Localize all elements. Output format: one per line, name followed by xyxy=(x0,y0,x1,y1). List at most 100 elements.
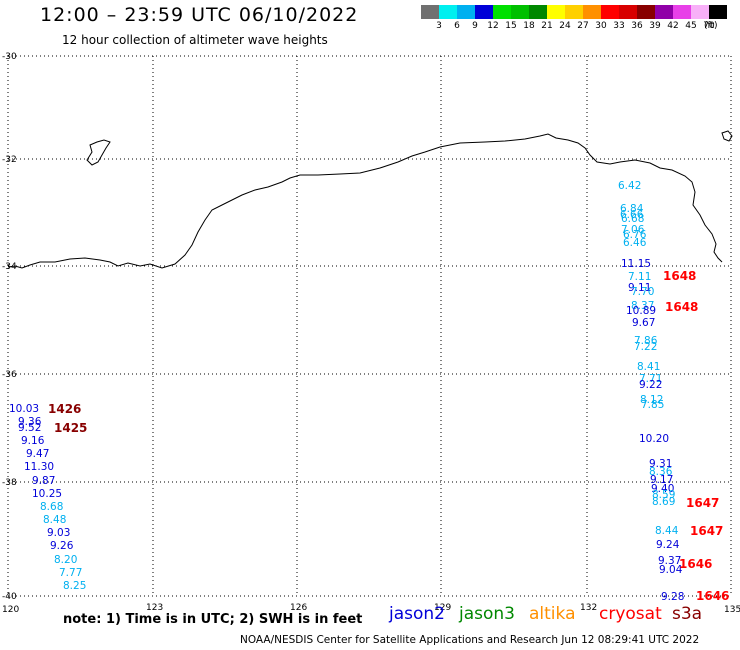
color-swatch xyxy=(475,5,493,19)
wave-height-value: 9.26 xyxy=(50,540,74,552)
color-swatch xyxy=(655,5,673,19)
color-swatch xyxy=(511,5,529,19)
wave-height-value: 7.06 xyxy=(621,224,645,236)
color-scale-label: 24 xyxy=(559,21,571,31)
satellite-legend-jason2: jason2 xyxy=(389,604,445,624)
color-scale-label: 15 xyxy=(505,21,517,31)
color-scale-label: 21 xyxy=(541,21,553,31)
axis-tick-labels: -30 -32 -34 -36 -38 -40 120 123 126 129 132 135 xyxy=(2,52,740,615)
wave-height-value: 10.89 xyxy=(626,305,656,317)
wave-height-value: 9.28 xyxy=(661,591,684,603)
pass-time-label: 1646 xyxy=(696,589,729,603)
color-swatch xyxy=(547,5,565,19)
wave-height-value: 10.25 xyxy=(32,488,62,500)
color-scale-label: 9 xyxy=(472,21,478,31)
color-scale-label: 33 xyxy=(613,21,625,31)
longitude-label: 123 xyxy=(146,603,163,613)
wave-height-value: 8.25 xyxy=(63,580,86,592)
color-scale-label: 3 xyxy=(436,21,442,31)
latitude-label: -32 xyxy=(2,155,17,165)
latitude-label: -40 xyxy=(2,592,17,602)
wave-height-value: 9.31 xyxy=(649,458,672,470)
wave-height-value: 9.52 xyxy=(18,422,41,434)
wave-height-value: 6.68 xyxy=(621,213,644,225)
wave-height-value: 9.17 xyxy=(650,474,673,486)
longitude-label: 135 xyxy=(724,605,740,615)
pass-time-label: 1648 xyxy=(665,300,698,314)
units-note: note: 1) Time is in UTC; 2) SWH is in fe… xyxy=(63,612,363,627)
wave-height-value: 9.16 xyxy=(21,435,45,447)
color-swatch xyxy=(691,5,709,19)
satellite-legend-jason3: jason3 xyxy=(459,604,515,624)
longitude-label: 126 xyxy=(290,603,307,613)
map-title: 12:00 – 23:59 UTC 06/10/2022 xyxy=(40,4,359,26)
pass-time-labels: 1426 1425 1648 1648 1647 1647 1646 1646 xyxy=(48,269,729,603)
pass-time-label: 1646 xyxy=(679,557,712,571)
wave-height-value: 8.12 xyxy=(640,394,663,406)
pass-time-label: 1647 xyxy=(690,524,723,538)
wave-height-value: 9.22 xyxy=(639,379,662,391)
wave-height-value: 9.11 xyxy=(628,282,651,294)
color-swatch xyxy=(709,5,727,19)
wave-height-value: 8.37 xyxy=(631,300,654,312)
map-subtitle: 12 hour collection of altimeter wave hei… xyxy=(62,33,328,47)
color-swatch xyxy=(439,5,457,19)
wave-height-value: 7.11 xyxy=(628,271,651,283)
latitude-label: -36 xyxy=(2,370,17,380)
wave-height-value: 10.20 xyxy=(639,433,669,445)
color-swatch xyxy=(583,5,601,19)
wave-height-value: 6.66 xyxy=(620,209,644,221)
satellite-legend-cryosat: cryosat xyxy=(599,604,662,624)
wave-height-value: 7.86 xyxy=(634,335,658,347)
wave-height-value: 6.46 xyxy=(623,237,647,249)
satellite-legend-altika: altika xyxy=(529,604,576,624)
color-swatch xyxy=(529,5,547,19)
latitude-label: -38 xyxy=(2,478,17,488)
footer-credit: NOAA/NESDIS Center for Satellite Applica… xyxy=(240,634,700,646)
wave-height-value: 9.03 xyxy=(47,527,70,539)
wave-height-value: 8.59 xyxy=(652,489,675,501)
color-scale-label: 30 xyxy=(595,21,607,31)
longitude-label: 129 xyxy=(434,603,451,613)
latitude-label: -34 xyxy=(2,262,17,272)
pass-time-label: 1426 xyxy=(48,402,81,416)
longitude-label: 120 xyxy=(2,605,19,615)
wave-height-value: 7.85 xyxy=(641,399,664,411)
color-scale-label: 45 xyxy=(685,21,697,31)
wave-height-value: 8.69 xyxy=(652,496,675,508)
wave-height-value: 6.76 xyxy=(623,229,647,241)
graticule xyxy=(7,55,732,597)
color-swatch xyxy=(421,5,439,19)
color-swatch xyxy=(601,5,619,19)
pass-time-label: 1425 xyxy=(54,421,87,435)
color-scale-label: 6 xyxy=(454,21,460,31)
color-swatch xyxy=(457,5,475,19)
color-scale-unit: (ft) xyxy=(704,21,718,31)
color-swatch xyxy=(619,5,637,19)
coastline-island-east xyxy=(721,130,733,142)
coastline-island-west xyxy=(86,139,111,166)
wave-height-value: 8.41 xyxy=(637,361,660,373)
wave-height-value: 6.42 xyxy=(618,180,641,192)
wave-height-value: 11.15 xyxy=(621,258,651,270)
color-swatch xyxy=(637,5,655,19)
wave-height-value: 7.71 xyxy=(639,373,662,385)
wave-height-value: 7.22 xyxy=(634,341,657,353)
wave-height-value: 7.70 xyxy=(631,286,654,298)
pass-time-label: 1647 xyxy=(686,496,719,510)
wave-height-value: 11.30 xyxy=(24,461,54,473)
coastline xyxy=(7,130,733,269)
wave-height-value: 9.04 xyxy=(659,564,683,576)
wave-height-value: 8.68 xyxy=(40,501,63,513)
wave-height-value: 8.48 xyxy=(43,514,66,526)
wave-height-value: 8.20 xyxy=(54,554,77,566)
satellite-legend-s3a: s3a xyxy=(672,604,703,624)
color-scale-label: 70 xyxy=(703,21,715,31)
wave-height-value: 9.40 xyxy=(651,483,674,495)
color-scale-label: 36 xyxy=(631,21,643,31)
wave-height-value: 8.36 xyxy=(649,466,673,478)
color-scale-label: 39 xyxy=(649,21,661,31)
color-swatch xyxy=(565,5,583,19)
color-swatch xyxy=(673,5,691,19)
